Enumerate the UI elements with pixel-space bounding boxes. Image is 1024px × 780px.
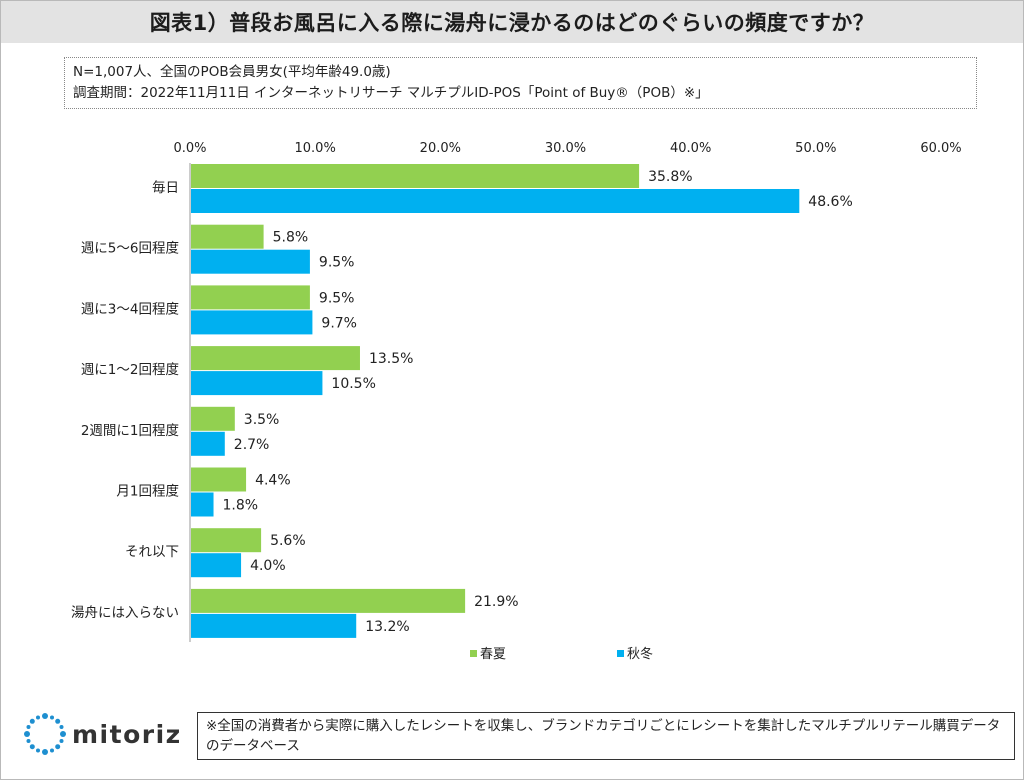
bar-spring-summer [191, 588, 466, 613]
value-label: 21.9% [474, 594, 518, 610]
category-label: 週に1～2回程度 [81, 362, 179, 378]
category-label: 週に5～6回程度 [81, 241, 179, 257]
bar-spring-summer [191, 467, 247, 492]
legend-swatch [470, 650, 477, 657]
legend-label: 秋冬 [627, 646, 653, 662]
value-label: 13.2% [365, 619, 409, 635]
value-labels: 35.8% 48.6% 5.8% 9.5% 9.5% 9.7% 13.5% 10.5% 3.5%… [223, 169, 853, 635]
value-label: 10.5% [331, 376, 375, 392]
value-label: 4.4% [255, 473, 291, 489]
value-label: 2.7% [234, 437, 270, 453]
value-label: 13.5% [369, 351, 413, 367]
bars [191, 164, 800, 638]
survey-note-line2: 調査期間：2022年11月11日 インターネットリサーチ マルチプルID-POS… [73, 85, 709, 101]
legend-label: 春夏 [480, 647, 506, 662]
mitoriz-logo-icon [24, 713, 66, 755]
value-label: 9.5% [319, 290, 355, 306]
bar-autumn-winter [191, 613, 357, 638]
x-tick-label: 50.0% [795, 141, 836, 156]
mitoriz-logo: mitoriz [22, 710, 182, 758]
x-tick-label: 0.0% [173, 141, 206, 156]
value-label: 1.8% [223, 498, 259, 514]
survey-note-line1: N=1,007人、全国のPOB会員男女(平均年齢49.0歳) [73, 64, 391, 80]
legend: 春夏 秋冬 [470, 646, 653, 662]
x-tick-label: 10.0% [295, 141, 336, 156]
x-tick-label: 20.0% [420, 141, 461, 156]
legend-swatch [617, 650, 624, 657]
bar-chart: 0.0% 10.0% 20.0% 30.0% 40.0% 50.0% 60.0% 35.8%… [71, 141, 962, 662]
logo-text: mitoriz [72, 719, 182, 749]
x-tick-label: 40.0% [670, 141, 711, 156]
bar-spring-summer [191, 528, 262, 553]
value-label: 5.6% [270, 533, 306, 549]
category-label: 2週間に1回程度 [81, 423, 179, 439]
value-label: 35.8% [648, 169, 692, 185]
survey-note: N=1,007人、全国のPOB会員男女(平均年齢49.0歳) 調査期間：2022… [64, 57, 977, 109]
x-tick-label: 60.0% [920, 141, 961, 156]
bar-spring-summer [191, 164, 640, 188]
value-label: 4.0% [250, 558, 286, 574]
category-label: 月1回程度 [116, 484, 179, 500]
bar-autumn-winter [191, 310, 313, 335]
category-label: それ以下 [125, 544, 179, 560]
bar-autumn-winter [191, 492, 214, 517]
value-label: 48.6% [808, 194, 852, 210]
value-label: 3.5% [244, 412, 280, 428]
category-label: 湯舟には入らない [71, 604, 179, 621]
value-label: 9.5% [319, 255, 355, 271]
footer-note: ※全国の消費者から実際に購入したレシートを収集し、ブランドカテゴリごとにレシート… [197, 712, 1015, 760]
bar-autumn-winter [191, 189, 800, 213]
bar-spring-summer [191, 346, 360, 371]
bar-spring-summer [191, 285, 310, 310]
bar-autumn-winter [191, 553, 242, 578]
value-label: 9.7% [321, 315, 357, 331]
x-tick-label: 30.0% [545, 141, 586, 156]
figure-title: 図表1）普段お風呂に入る際に湯舟に浸かるのはどのぐらいの頻度ですか？ [1, 1, 1023, 43]
bar-spring-summer [191, 406, 235, 431]
category-label: 週に3～4回程度 [81, 301, 179, 317]
bar-spring-summer [191, 224, 264, 249]
category-label: 毎日 [152, 180, 179, 196]
bar-autumn-winter [191, 249, 310, 274]
x-axis-ticks: 0.0% 10.0% 20.0% 30.0% 40.0% 50.0% 60.0% [173, 141, 961, 156]
value-label: 5.8% [273, 230, 309, 246]
bar-autumn-winter [191, 431, 225, 456]
bar-autumn-winter [191, 371, 323, 396]
